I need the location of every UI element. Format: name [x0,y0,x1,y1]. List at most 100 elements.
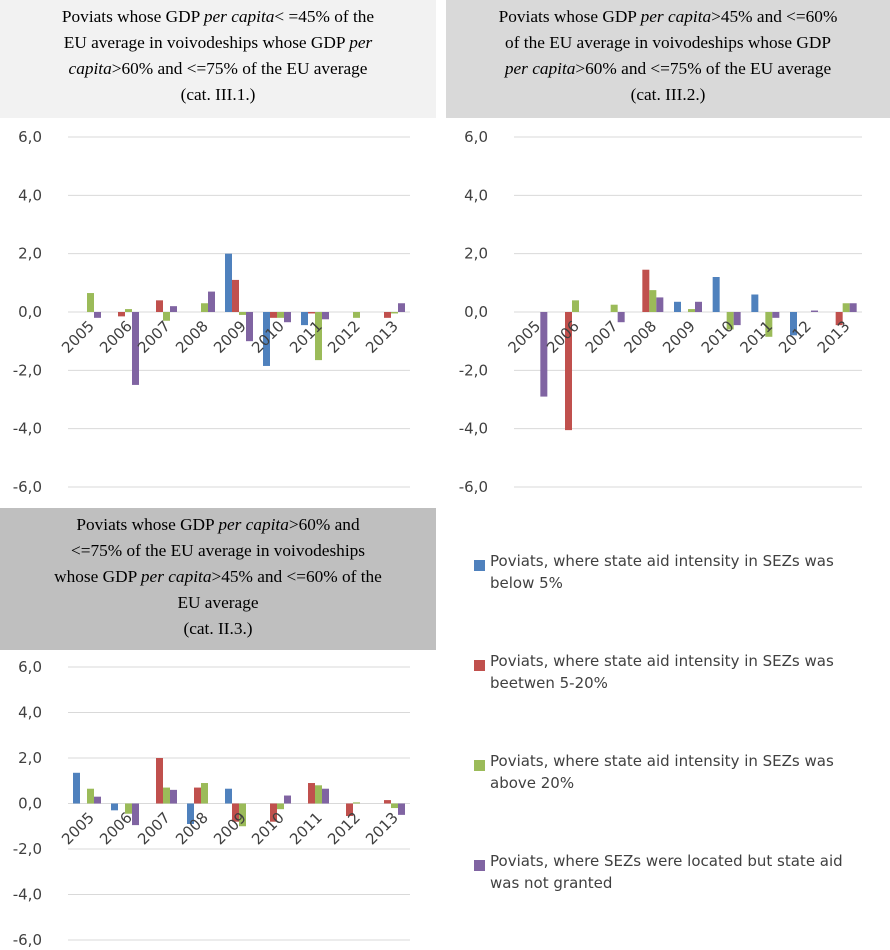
panel2-title-line1: Poviats whose GDP per capita>45% and <=6… [498,7,838,26]
p3-x-tick-label: 2011 [286,809,326,849]
legend-label-5-20: Poviats, where state aid intensity in SE… [490,652,834,692]
p3-bar-s3-2011 [315,785,322,804]
p3-bar-s2-2009 [232,803,239,822]
p2-y-tick-label: 4,0 [464,186,488,204]
p2-x-tick-label: 2006 [543,317,583,357]
p2-bar-s1-2009 [674,301,681,312]
legend: Poviats, where state aid intensity in SE… [474,550,874,950]
p2-bar-s1-2011 [751,294,759,312]
p2-bar-s1-2012 [790,312,797,336]
p1-x-tick-label: 2005 [58,317,98,357]
p2-y-tick-label: -6,0 [459,478,488,496]
p3-x-tick-label: 2012 [324,809,364,849]
chart-panel3: 6,0 4,0 2,0 0,0 -2,0 -4,0 -6,0 2005200620072008… [13,658,410,949]
legend-swatch-above-20 [474,760,485,771]
p1-bar-s3-2006 [125,309,132,312]
legend-label-above-20: Poviats, where state aid intensity in SE… [490,752,834,792]
p3-y-tick-label: -2,0 [13,840,42,858]
chart-panel1: 6,0 4,0 2,0 0,0 -2,0 -4,0 -6,0 2005200620072008… [13,128,410,496]
p1-bar-s3-2010 [277,312,284,318]
p2-bar-s3-2013 [842,303,850,312]
p1-bar-s3-2012 [353,312,360,318]
p1-bar-s1-2009 [225,253,232,312]
p2-bar-s4-2011 [772,312,780,318]
p3-bar-s3-2013 [391,803,398,809]
p3-y-tick-label: 6,0 [18,658,42,676]
p1-bar-s2-2010 [270,312,277,318]
p1-bar-s3-2013 [391,312,398,314]
p1-bar-s4-2011 [322,312,329,320]
p1-x-tick-label: 2007 [134,317,174,357]
panel1-title: Poviats whose GDP per capita< =45% of th… [0,0,436,118]
p1-y-tick-label: -4,0 [13,420,42,438]
p1-y-tick-label: -6,0 [13,478,42,496]
p2-y-tick-label: 6,0 [464,128,488,146]
p1-x-tick-label: 2012 [324,317,364,357]
p1-bar-s4-2009 [246,312,253,342]
panel2-title-line2: of the EU average in voivodeships whose … [505,33,831,52]
p1-x-tick-label: 2009 [210,317,250,357]
p3-bar-s3-2012 [353,802,360,804]
p2-bar-s4-2007 [617,312,625,323]
p1-bar-s3-2008 [201,303,208,312]
p1-y-tick-label: 0,0 [18,303,42,321]
p2-x-tick-label: 2007 [582,317,622,357]
p1-y-tick-label: 2,0 [18,245,42,263]
p2-bar-s1-2010 [712,277,720,312]
p2-x-tick-label: 2013 [814,317,854,357]
p2-x-tick-label: 2008 [620,317,660,357]
p3-bar-s1-2009 [225,788,232,804]
p3-bar-s4-2006 [132,803,139,826]
panel3-title-line5: (cat. II.3.) [183,619,253,638]
p2-bar-s2-2006 [565,312,572,431]
panel3-title-line4: EU average [177,593,259,612]
p2-x-tick-label: 2012 [775,317,815,357]
p3-bar-s3-2006 [125,803,132,814]
chart-panel2: 6,0 4,0 2,0 0,0 -2,0 -4,0 -6,0 2005200620072008… [459,128,862,496]
p2-bar-s4-2008 [656,297,664,312]
legend-item-below-5: Poviats, where state aid intensity in SE… [474,550,874,650]
p1-bar-s4-2005 [94,312,101,318]
p1-bar-s4-2013 [398,303,405,312]
p1-bar-s3-2005 [87,293,94,312]
p1-bar-s4-2008 [208,291,215,312]
p2-bar-s4-2005 [540,312,548,397]
p1-x-tick-label: 2006 [96,317,136,357]
p2-y-tick-label: 0,0 [464,303,488,321]
p3-bar-s2-2012 [346,803,353,817]
legend-swatch-not-granted [474,860,485,871]
p3-x-tick-label: 2007 [134,809,174,849]
p3-y-tick-label: 0,0 [18,795,42,813]
p3-bar-s3-2007 [163,787,170,804]
p2-y-tick-label: 2,0 [464,245,488,263]
legend-swatch-5-20 [474,660,485,671]
p2-bar-s4-2010 [733,312,741,326]
p3-y-tick-label: 4,0 [18,704,42,722]
p3-bar-s4-2013 [398,803,405,815]
p3-bar-s1-2008 [187,803,194,824]
legend-item-5-20: Poviats, where state aid intensity in SE… [474,650,874,750]
panel3-title-line3: whose GDP per capita>45% and <=60% of th… [54,567,382,586]
panel3-title: Poviats whose GDP per capita>60% and <=7… [0,508,436,650]
p3-bar-s2-2007 [156,758,163,804]
panel1-title-line1: Poviats whose GDP per capita< =45% of th… [61,7,375,26]
p2-y-tick-label: -4,0 [459,420,488,438]
p1-y-tick-label: 4,0 [18,186,42,204]
p1-x-tick-label: 2008 [172,317,212,357]
p3-y-tick-label: -6,0 [13,931,42,949]
p2-bar-s3-2009 [688,309,695,312]
p1-bar-s3-2007 [163,312,170,321]
p2-bar-s3-2006 [572,300,579,312]
p3-bar-s1-2005 [73,772,80,804]
p2-x-tick-label: 2009 [659,317,699,357]
p1-bar-s4-2010 [284,312,291,323]
p2-bar-s4-2013 [849,303,857,312]
p1-bar-s2-2013 [384,312,391,318]
panel3-title-line2: <=75% of the EU average in voivodeships [70,541,365,560]
legend-item-not-granted: Poviats, where SEZs were located but sta… [474,850,874,950]
p1-bar-s2-2006 [118,312,125,317]
p2-bar-s2-2008 [642,269,650,312]
p3-bar-s3-2010 [277,803,284,810]
p3-bar-s3-2008 [201,783,208,804]
panel1-title-line3: capita>60% and <=75% of the EU average [68,59,368,78]
